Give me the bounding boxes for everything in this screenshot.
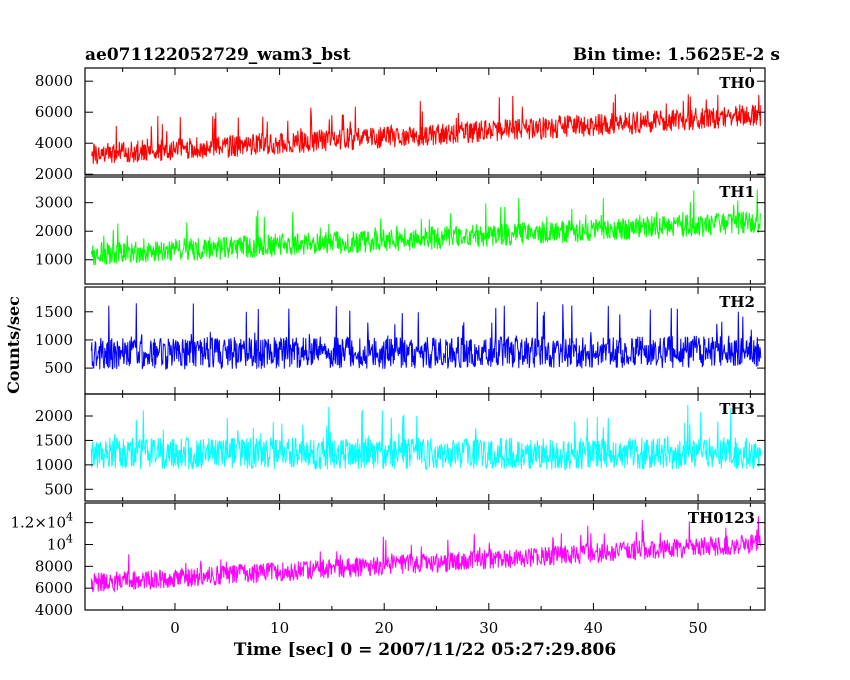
th3-y-tick-label: 500 [44,480,73,498]
th2-series-line [90,302,762,370]
th1-panel-frame [84,176,766,285]
th0-y-tick-label: 8000 [35,72,73,90]
th3-panel-frame [84,393,766,502]
th0123-y-tick-label: 6000 [35,579,73,597]
x-tick-label: 50 [688,619,707,637]
th1-y-tick-label: 2000 [35,222,73,240]
th1-y-tick-label: 3000 [35,194,73,212]
th2-y-tick-label: 500 [44,359,73,377]
y-axis-label: Counts/sec [4,296,23,394]
th0123-y-tick-label: 8000 [35,557,73,575]
th0123-y-tick-label: 104 [47,532,73,553]
x-tick-label: 10 [270,619,289,637]
th3-y-tick-label: 2000 [35,407,73,425]
th0-panel-frame [84,67,766,176]
x-tick-label: 30 [479,619,498,637]
th3-y-tick-label: 1500 [35,431,73,449]
th0123-y-tick-label: 4000 [35,601,73,619]
th0-y-tick-label: 4000 [35,134,73,152]
th0123-y-tick-label: 1.2×104 [10,511,73,532]
x-tick-label: 40 [584,619,603,637]
th2-panel-label: TH2 [719,293,755,311]
th1-panel-label: TH1 [719,183,755,201]
th0123-panel-label: TH0123 [688,509,755,527]
th0-series-line [91,94,762,165]
th3-y-tick-label: 1000 [35,456,73,474]
th3-series-line [90,404,762,472]
bin-time-label: Bin time: 1.5625E-2 s [573,45,780,65]
th1-series-line [90,189,762,266]
th0123-panel-frame [84,502,766,611]
th2-panel-frame [84,286,766,395]
th0-panel-label: TH0 [719,74,755,92]
x-axis-label: Time [sec] 0 = 2007/11/22 05:27:29.806 [234,640,616,660]
th3-panel-label: TH3 [719,400,755,418]
th0-y-tick-label: 2000 [35,165,73,183]
x-tick-label: 20 [375,619,394,637]
th0123-series-line [90,516,762,593]
th2-y-tick-label: 1500 [35,303,73,321]
th0-y-tick-label: 6000 [35,103,73,121]
th1-y-tick-label: 1000 [35,251,73,269]
plot-title: ae071122052729_wam3_bst [85,45,351,65]
x-tick-label: 0 [170,619,180,637]
panel-stack: TH02000400060008000TH1100020003000TH2500… [10,67,766,637]
th2-y-tick-label: 1000 [35,331,73,349]
